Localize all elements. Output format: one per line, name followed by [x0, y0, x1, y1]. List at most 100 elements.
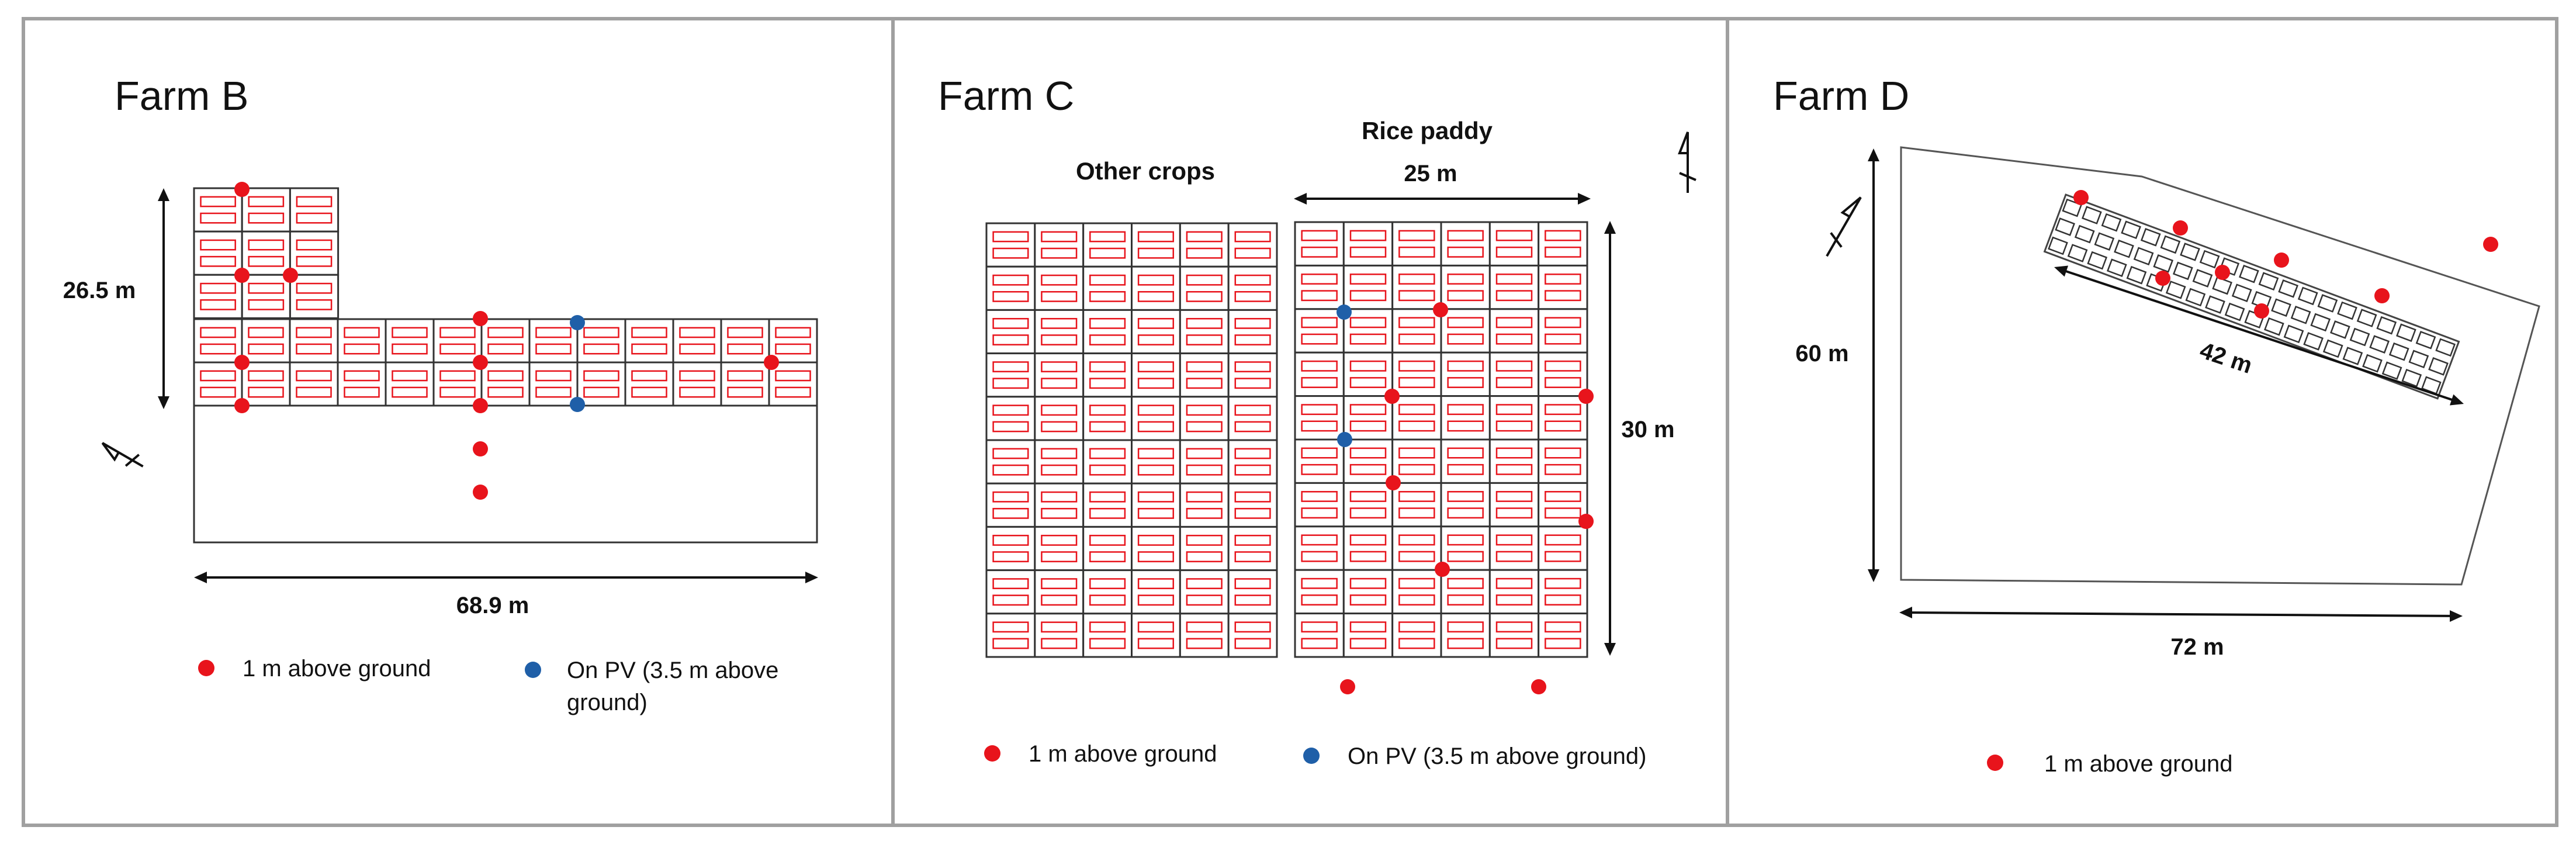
pv-panel	[1301, 360, 1338, 372]
pv-panel	[1349, 447, 1387, 459]
pv-panel	[679, 386, 715, 398]
pv-panel	[1137, 334, 1174, 346]
pv-panel	[992, 334, 1029, 346]
pv-module-cell	[1342, 569, 1394, 615]
pv-panel	[1495, 246, 1533, 258]
pv-panel	[1089, 290, 1126, 302]
pv-panel	[1545, 534, 1581, 546]
pv-module-cell	[1342, 308, 1394, 354]
pv-panel	[200, 196, 236, 207]
pv-module-cell	[1538, 613, 1588, 658]
sensor-marker-ground	[2073, 190, 2089, 205]
pv-panel	[1495, 274, 1533, 285]
farm-d-height-label: 60 m	[1795, 341, 1848, 366]
pv-panel	[679, 327, 715, 338]
pv-module-cell	[1131, 439, 1181, 485]
pv-panel	[1398, 551, 1435, 562]
pv-panel	[2082, 206, 2102, 224]
pv-module-cell	[432, 361, 483, 407]
pv-panel	[1545, 404, 1581, 416]
north-arrow-icon	[101, 442, 144, 468]
pv-panel	[1301, 333, 1338, 345]
pv-panel	[992, 247, 1029, 259]
pv-module-cell	[337, 318, 387, 364]
pv-module-cell	[1179, 439, 1230, 485]
pv-panel	[1301, 507, 1338, 519]
pv-panel	[2415, 331, 2436, 350]
pv-panel	[992, 378, 1029, 389]
pv-module-cell	[1440, 525, 1491, 571]
pv-panel	[1137, 361, 1174, 373]
pv-module-cell	[241, 318, 291, 364]
pv-panel	[1349, 577, 1387, 589]
pv-panel	[727, 370, 763, 382]
farm-d-width-label: 72 m	[2170, 634, 2224, 660]
pv-module-cell	[1179, 569, 1230, 615]
sensor-marker-on-pv	[1337, 305, 1352, 320]
pv-panel	[200, 282, 236, 294]
pv-panel	[1234, 507, 1271, 519]
pv-module-cell	[1391, 308, 1442, 354]
pv-panel	[1137, 594, 1174, 606]
pv-panel	[2435, 338, 2456, 357]
pv-module-cell	[985, 265, 1036, 311]
pv-panel	[2388, 342, 2409, 361]
farm-d-panel: Farm D 60 m 72 m 42 m 1 m above ground	[1773, 73, 2540, 777]
pv-panel	[296, 282, 333, 294]
farm-c-legend-red-label: 1 m above ground	[1029, 741, 1217, 767]
farm-d-width-dimension-line	[1903, 611, 2459, 617]
farm-b-field-outline	[193, 404, 818, 544]
pv-module-cell	[432, 318, 483, 364]
pv-panel	[1089, 464, 1126, 476]
pv-panel	[2349, 327, 2370, 347]
arrowhead-icon	[805, 572, 818, 583]
arrowhead-icon	[194, 572, 207, 583]
other-crops-label: Other crops	[1076, 157, 1215, 185]
pv-panel	[2381, 361, 2402, 380]
pv-panel	[1349, 420, 1387, 432]
pv-panel	[1349, 638, 1387, 649]
pv-panel	[992, 464, 1029, 476]
farm-c-width-label: 25 m	[1404, 161, 1457, 186]
pv-panel	[1447, 577, 1484, 589]
pv-panel	[2317, 294, 2338, 313]
pv-module-cell	[1131, 309, 1181, 355]
pv-module-cell	[1391, 438, 1442, 484]
pv-panel	[248, 255, 285, 267]
pv-panel	[1349, 534, 1387, 546]
pv-panel	[1447, 551, 1484, 562]
pv-panel	[992, 361, 1029, 373]
pv-module-cell	[241, 187, 291, 233]
pv-panel	[1041, 247, 1078, 259]
farm-b-width-label: 68.9 m	[456, 593, 529, 618]
pv-panel	[248, 386, 284, 398]
pv-module-cell	[241, 230, 291, 276]
pv-panel	[1186, 491, 1223, 503]
pv-panel	[1495, 290, 1533, 302]
pv-panel	[992, 421, 1029, 433]
pv-panel	[1234, 491, 1271, 503]
pv-panel	[631, 343, 667, 355]
arrowhead-icon	[158, 396, 169, 409]
pv-panel	[1041, 317, 1078, 329]
pv-panel	[1495, 463, 1533, 475]
pv-module-cell	[1440, 351, 1491, 397]
pv-panel	[392, 327, 428, 338]
pv-module-cell	[1294, 395, 1345, 441]
pv-panel	[1041, 421, 1078, 433]
pv-panel	[1041, 290, 1078, 302]
pv-panel	[2106, 258, 2127, 278]
pv-panel	[1041, 491, 1078, 503]
pv-module-cell	[1179, 396, 1230, 441]
pv-module-cell	[1488, 613, 1540, 658]
pv-panel	[1137, 534, 1174, 546]
pv-module-cell	[480, 318, 531, 364]
farm-b-title: Farm B	[115, 73, 248, 119]
pv-module-cell	[1342, 221, 1394, 267]
pv-module-cell	[1131, 352, 1181, 398]
pv-module-cell	[985, 396, 1036, 441]
pv-module-cell	[624, 318, 674, 364]
pv-panel	[2342, 347, 2363, 365]
pv-panel	[631, 327, 667, 338]
